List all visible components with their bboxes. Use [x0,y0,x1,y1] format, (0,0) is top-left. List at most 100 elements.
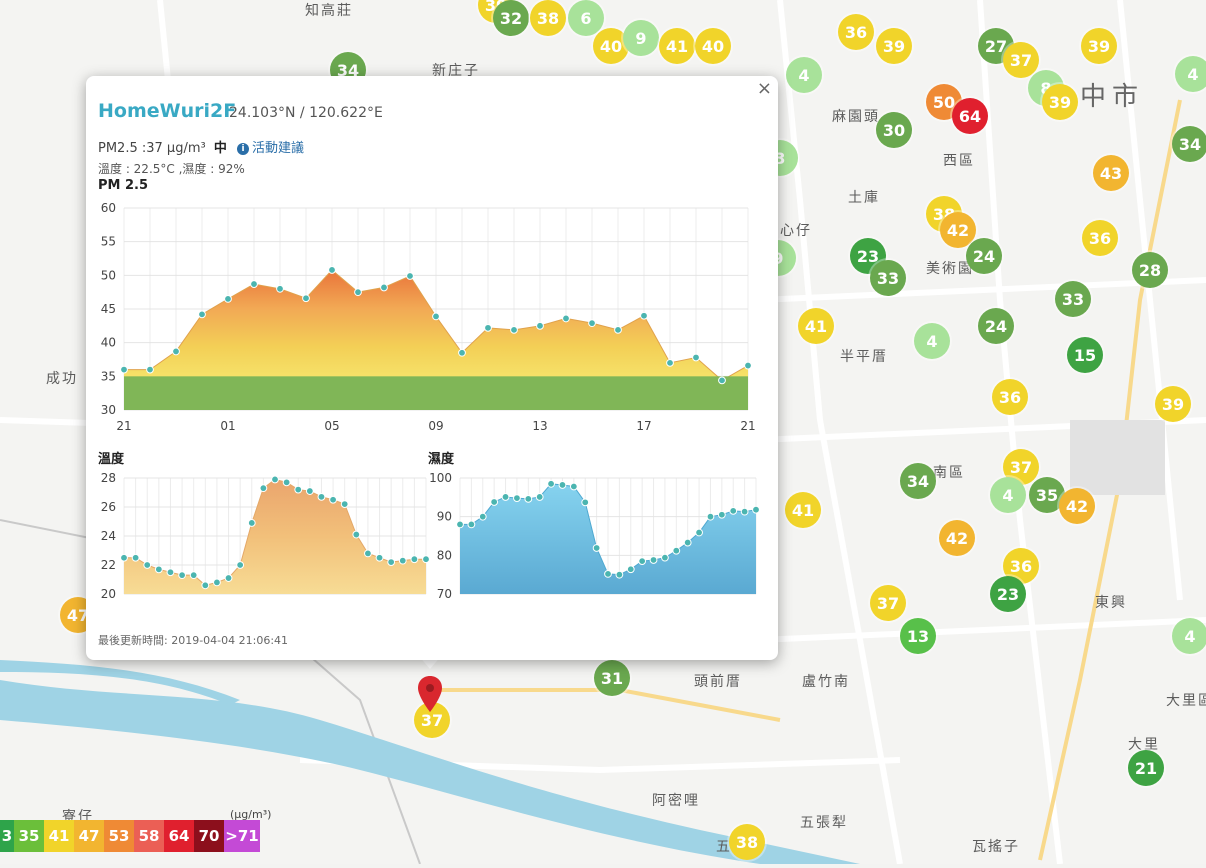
data-point[interactable] [695,528,703,537]
sensor-marker[interactable]: 23 [850,238,886,274]
data-point[interactable] [352,530,361,539]
sensor-marker[interactable]: 31 [594,660,630,696]
data-point[interactable] [198,310,206,319]
sensor-marker[interactable]: 4 [1175,56,1206,92]
data-point[interactable] [166,568,175,577]
data-point[interactable] [649,556,658,564]
data-point[interactable] [328,266,336,274]
data-point[interactable] [282,478,291,487]
data-point[interactable] [604,569,612,578]
data-point[interactable] [666,358,674,367]
data-point[interactable] [626,565,635,574]
close-button[interactable]: × [756,78,772,99]
data-point[interactable] [143,561,152,569]
data-point[interactable] [259,484,268,493]
sensor-marker[interactable]: 4 [914,323,950,359]
sensor-marker[interactable]: 36 [992,379,1028,415]
sensor-marker[interactable]: 38 [729,824,765,860]
data-point[interactable] [172,347,180,356]
data-point[interactable] [615,570,624,579]
activity-advice-link[interactable]: i 活動建議 [237,141,304,156]
sensor-marker[interactable]: 4 [1172,618,1206,654]
data-point[interactable] [569,482,578,491]
data-point[interactable] [588,319,596,328]
data-point[interactable] [536,321,544,330]
data-point[interactable] [717,510,726,519]
sensor-marker[interactable]: 39 [876,28,912,64]
data-point[interactable] [189,571,198,580]
data-point[interactable] [131,553,140,562]
data-point[interactable] [340,500,349,508]
sensor-marker[interactable]: 24 [978,308,1014,344]
sensor-marker[interactable]: 41 [785,492,821,528]
data-point[interactable] [387,558,396,566]
sensor-marker[interactable]: 39 [1155,386,1191,422]
data-point[interactable] [380,283,388,292]
sensor-marker[interactable]: 23 [990,576,1026,612]
sensor-marker[interactable]: 30 [876,112,912,148]
data-point[interactable] [513,494,521,503]
sensor-marker[interactable]: 33 [870,260,906,296]
sensor-marker[interactable]: 64 [952,98,988,134]
data-point[interactable] [250,280,258,288]
sensor-marker[interactable]: 39 [1042,84,1078,120]
data-point[interactable] [661,553,669,562]
data-point[interactable] [422,555,430,564]
data-point[interactable] [458,348,466,357]
data-point[interactable] [410,555,419,564]
sensor-marker[interactable]: 37 [1003,42,1039,78]
data-point[interactable] [752,505,760,514]
data-point[interactable] [467,520,476,529]
data-point[interactable] [581,498,590,507]
data-point[interactable] [478,512,487,521]
data-point[interactable] [305,487,314,495]
sensor-marker[interactable]: 33 [1055,281,1091,317]
data-point[interactable] [683,538,692,547]
sensor-marker[interactable]: 38 [530,0,566,36]
sensor-marker[interactable]: 34 [1172,126,1206,162]
data-point[interactable] [740,507,749,516]
sensor-marker[interactable]: 21 [1128,750,1164,786]
data-point[interactable] [562,314,570,323]
sensor-marker[interactable]: 36 [838,14,874,50]
sensor-marker[interactable]: 42 [1059,488,1095,524]
data-point[interactable] [276,284,284,293]
sensor-marker[interactable]: 4 [990,477,1026,513]
data-point[interactable] [456,520,464,529]
data-point[interactable] [317,492,326,501]
sensor-marker[interactable]: 13 [900,618,936,654]
data-point[interactable] [692,353,700,362]
sensor-marker[interactable]: 34 [900,463,936,499]
data-point[interactable] [271,475,279,484]
data-point[interactable] [236,561,245,569]
data-point[interactable] [432,312,440,321]
sensor-marker[interactable]: 24 [966,238,1002,274]
data-point[interactable] [406,272,414,280]
data-point[interactable] [535,493,544,501]
data-point[interactable] [398,556,407,565]
sensor-marker[interactable]: 6 [568,0,604,36]
sensor-marker[interactable]: 4 [786,57,822,93]
sensor-marker[interactable]: 9 [623,20,659,56]
data-point[interactable] [375,553,384,562]
data-point[interactable] [224,295,232,303]
data-point[interactable] [247,519,256,527]
sensor-marker[interactable]: 15 [1067,337,1103,373]
sensor-marker[interactable]: 36 [1082,220,1118,256]
data-point[interactable] [364,549,372,558]
sensor-marker[interactable]: 39 [1081,28,1117,64]
sensor-marker[interactable]: 40 [695,28,731,64]
sensor-marker[interactable]: 43 [1093,155,1129,191]
data-point[interactable] [146,365,154,374]
data-point[interactable] [640,311,648,320]
data-point[interactable] [706,512,715,521]
data-point[interactable] [638,557,647,566]
sensor-marker[interactable]: 41 [659,28,695,64]
data-point[interactable] [120,365,128,374]
data-point[interactable] [201,581,210,590]
sensor-marker[interactable]: 41 [798,308,834,344]
data-point[interactable] [558,481,567,489]
data-point[interactable] [154,565,163,574]
data-point[interactable] [490,498,499,506]
data-point[interactable] [510,325,518,334]
